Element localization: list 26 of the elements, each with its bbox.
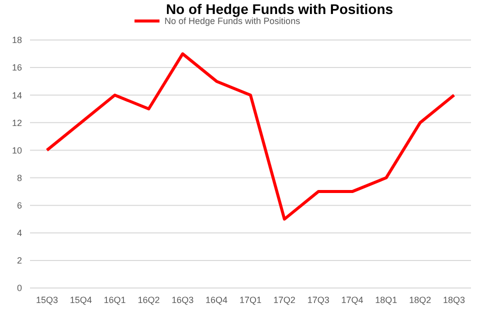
y-tick-label: 14 (12, 90, 22, 100)
x-tick-label: 17Q3 (307, 295, 330, 305)
y-tick-label: 6 (16, 200, 22, 210)
legend-label: No of Hedge Funds with Positions (164, 16, 301, 26)
y-tick-label: 12 (12, 118, 22, 128)
x-tick-label: 18Q1 (375, 295, 398, 305)
x-tick-label: 17Q2 (273, 295, 296, 305)
x-tick-label: 16Q2 (138, 295, 160, 305)
x-tick-label: 17Q1 (239, 295, 262, 305)
y-tick-label: 0 (16, 283, 22, 294)
y-tick-label: 4 (16, 228, 22, 238)
y-tick-label: 10 (12, 145, 22, 156)
x-tick-label: 15Q3 (36, 295, 58, 305)
x-tick-label: 16Q1 (104, 295, 126, 305)
y-tick-label: 8 (16, 172, 22, 183)
y-tick-label: 2 (16, 256, 22, 266)
x-tick-label: 18Q3 (443, 295, 466, 305)
x-tick-label: 16Q4 (206, 295, 228, 305)
chart-title: No of Hedge Funds with Positions (166, 1, 394, 17)
line-series (45, 52, 456, 221)
x-tick-label: 15Q4 (70, 295, 92, 305)
x-tick-label: 18Q2 (409, 295, 432, 305)
y-tick-label: 18 (12, 35, 22, 46)
y-tick-label: 16 (12, 62, 22, 73)
x-tick-label: 16Q3 (172, 295, 194, 305)
x-tick-label: 17Q4 (341, 295, 364, 305)
